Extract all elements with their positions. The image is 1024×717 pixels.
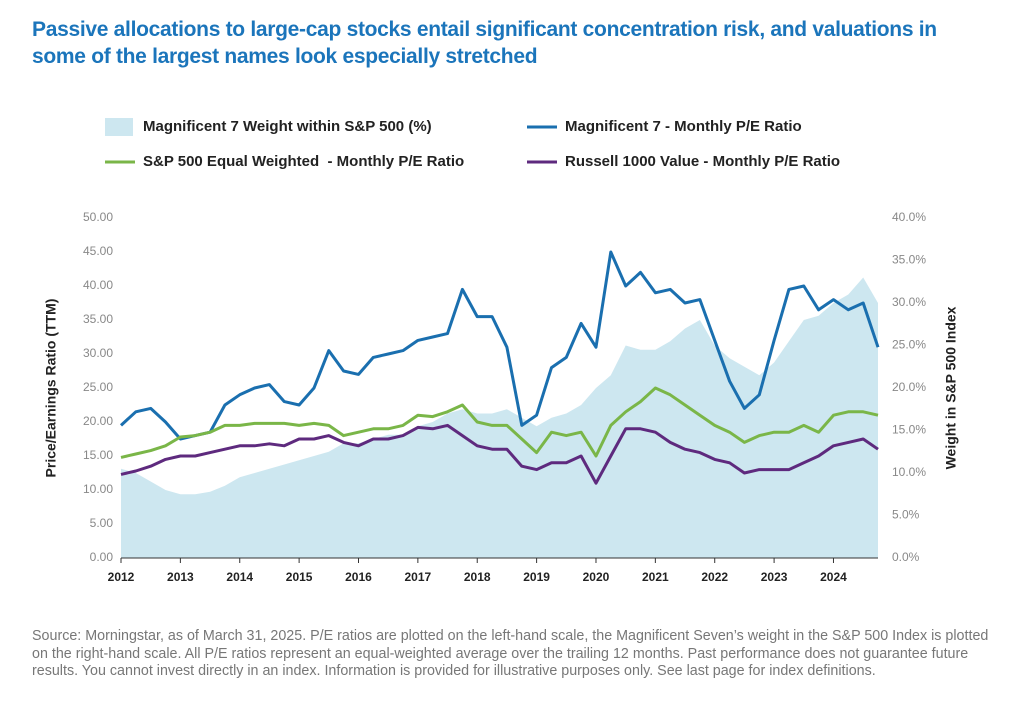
y2-tick-label: 40.0% [892,210,926,224]
y2-tick-label: 10.0% [892,465,926,479]
y2-tick-label: 15.0% [892,423,926,437]
y-tick-label: 15.00 [83,448,113,462]
x-tick-label: 2015 [286,570,313,584]
y2-tick-label: 25.0% [892,338,926,352]
x-tick-label: 2023 [761,570,788,584]
y-tick-label: 20.00 [83,414,113,428]
x-tick-label: 2021 [642,570,669,584]
y2-axis-label: Weight in S&P 500 Index [943,306,959,469]
y-tick-label: 25.00 [83,380,113,394]
legend-label: S&P 500 Equal Weighted - Monthly P/E Rat… [143,153,464,170]
x-tick-label: 2012 [108,570,135,584]
y2-tick-label: 35.0% [892,253,926,267]
y2-tick-label: 0.0% [892,550,920,564]
x-tick-label: 2020 [583,570,610,584]
y-tick-label: 5.00 [90,516,114,530]
y-tick-label: 45.00 [83,244,113,258]
y-tick-label: 30.00 [83,346,113,360]
legend-label: Magnificent 7 - Monthly P/E Ratio [565,118,802,135]
y-tick-label: 0.00 [90,550,114,564]
x-tick-label: 2014 [226,570,253,584]
x-tick-label: 2019 [523,570,550,584]
y-axis-label: Price/Earnings Ratio (TTM) [43,299,59,478]
legend-label: Magnificent 7 Weight within S&P 500 (%) [143,118,432,135]
x-tick-label: 2024 [820,570,847,584]
x-tick-label: 2016 [345,570,372,584]
y-tick-label: 10.00 [83,482,113,496]
x-tick-label: 2013 [167,570,194,584]
line [120,423,879,485]
area [121,277,878,558]
chart: Price/Earnings Ratio (TTM) Weight in S&P… [43,118,959,584]
legend-label: Russell 1000 Value - Monthly P/E Ratio [565,153,840,170]
y2-tick-label: 20.0% [892,380,926,394]
line [120,386,879,459]
legend-swatch [105,118,133,136]
y2-tick-label: 5.0% [892,508,920,522]
x-tick-label: 2018 [464,570,491,584]
x-tick-label: 2017 [405,570,432,584]
y2-tick-label: 30.0% [892,295,926,309]
x-tick-label: 2022 [701,570,728,584]
y-tick-label: 50.00 [83,210,113,224]
source-note: Source: Morningstar, as of March 31, 202… [32,628,989,679]
y-tick-label: 35.00 [83,312,113,326]
line [119,250,880,441]
chart-title: Passive allocations to large-cap stocks … [32,18,937,68]
y-tick-label: 40.00 [83,278,113,292]
